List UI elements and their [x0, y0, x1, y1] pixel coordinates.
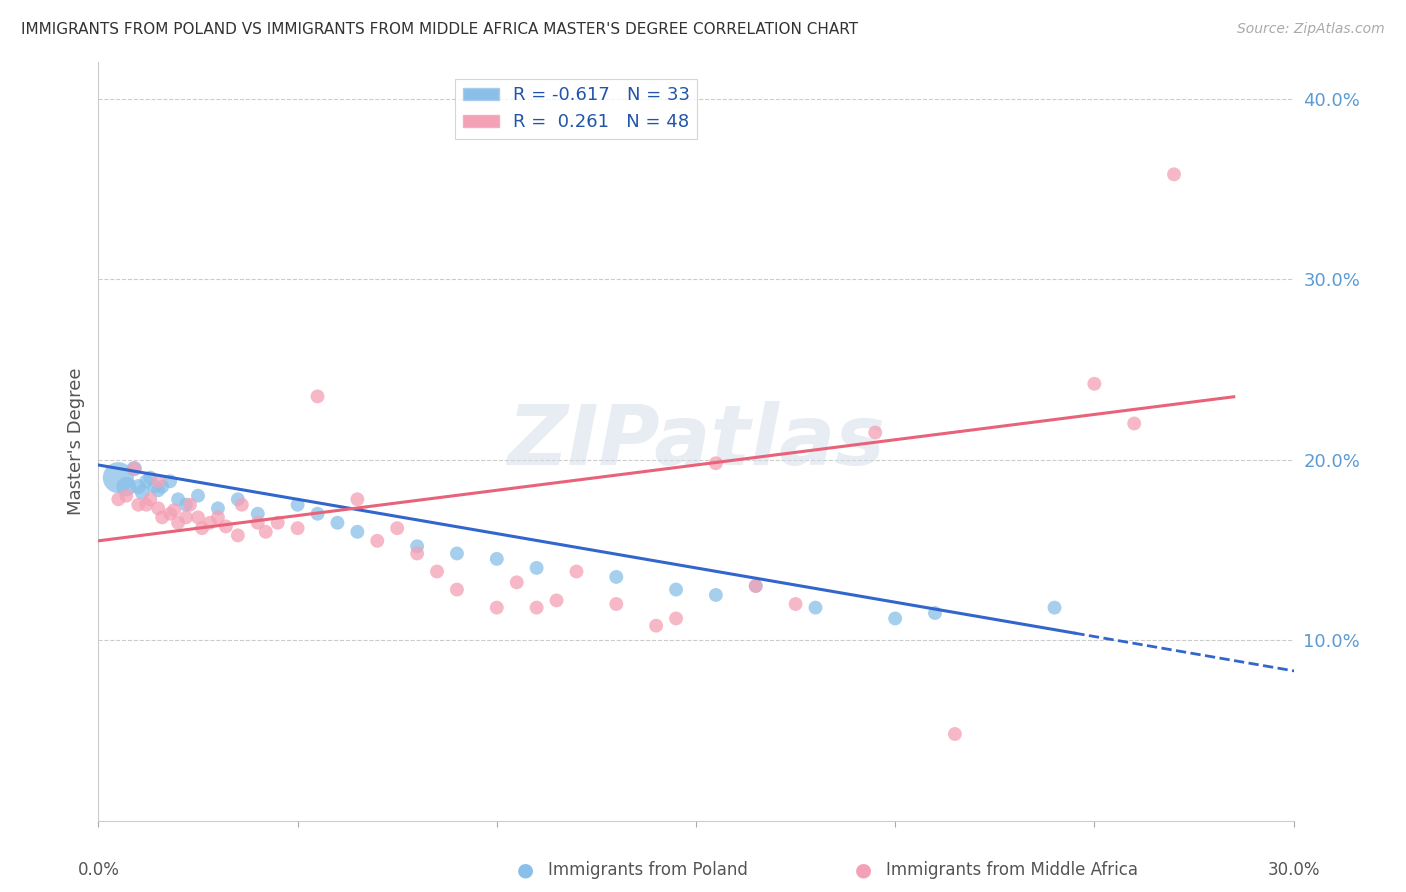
Point — [124, 461, 146, 475]
Point — [485, 600, 508, 615]
Point — [226, 528, 249, 542]
Point — [485, 552, 508, 566]
Point — [943, 727, 966, 741]
Point — [207, 510, 229, 524]
Point — [446, 546, 468, 560]
Point — [446, 582, 468, 597]
Point — [135, 475, 157, 489]
Point — [565, 565, 588, 579]
Point — [107, 492, 129, 507]
Point — [167, 492, 190, 507]
Point — [645, 618, 668, 632]
Point — [526, 561, 548, 575]
Point — [406, 546, 429, 560]
Point — [174, 498, 197, 512]
Point — [804, 600, 827, 615]
Text: Source: ZipAtlas.com: Source: ZipAtlas.com — [1237, 22, 1385, 37]
Point — [150, 510, 173, 524]
Text: 0.0%: 0.0% — [77, 861, 120, 879]
Text: Immigrants from Middle Africa: Immigrants from Middle Africa — [886, 861, 1137, 879]
Point — [307, 389, 329, 403]
Point — [187, 489, 209, 503]
Point — [231, 498, 253, 512]
Text: ●: ● — [517, 860, 534, 880]
Point — [924, 606, 946, 620]
Text: Immigrants from Poland: Immigrants from Poland — [548, 861, 748, 879]
Point — [254, 524, 277, 539]
Point — [246, 516, 269, 530]
Point — [884, 611, 907, 625]
Point — [135, 498, 157, 512]
Point — [143, 480, 166, 494]
Point — [745, 579, 768, 593]
Point — [526, 600, 548, 615]
Y-axis label: Master's Degree: Master's Degree — [66, 368, 84, 516]
Point — [115, 480, 138, 494]
Point — [107, 470, 129, 484]
Point — [267, 516, 290, 530]
Point — [179, 498, 201, 512]
Point — [148, 483, 170, 498]
Point — [187, 510, 209, 524]
Point — [546, 593, 568, 607]
Legend: R = -0.617   N = 33, R =  0.261   N = 48: R = -0.617 N = 33, R = 0.261 N = 48 — [456, 79, 697, 138]
Point — [1043, 600, 1066, 615]
Point — [207, 501, 229, 516]
Point — [287, 521, 309, 535]
Point — [605, 597, 627, 611]
Point — [385, 521, 409, 535]
Point — [605, 570, 627, 584]
Point — [326, 516, 349, 530]
Point — [131, 485, 153, 500]
Text: ●: ● — [855, 860, 872, 880]
Point — [139, 470, 162, 484]
Point — [865, 425, 887, 440]
Text: ZIPatlas: ZIPatlas — [508, 401, 884, 482]
Point — [366, 533, 388, 548]
Point — [167, 516, 190, 530]
Point — [665, 582, 688, 597]
Text: 30.0%: 30.0% — [1267, 861, 1320, 879]
Point — [163, 503, 186, 517]
Point — [704, 588, 727, 602]
Point — [307, 507, 329, 521]
Point — [150, 480, 173, 494]
Point — [246, 507, 269, 521]
Point — [139, 492, 162, 507]
Point — [1123, 417, 1146, 431]
Point — [1083, 376, 1105, 391]
Point — [346, 492, 368, 507]
Point — [127, 480, 149, 494]
Point — [346, 524, 368, 539]
Point — [226, 492, 249, 507]
Point — [174, 510, 197, 524]
Point — [426, 565, 449, 579]
Point — [198, 516, 221, 530]
Point — [665, 611, 688, 625]
Point — [785, 597, 807, 611]
Point — [191, 521, 214, 535]
Point — [148, 475, 170, 489]
Point — [287, 498, 309, 512]
Point — [159, 507, 181, 521]
Point — [215, 519, 238, 533]
Point — [704, 456, 727, 470]
Point — [115, 489, 138, 503]
Text: IMMIGRANTS FROM POLAND VS IMMIGRANTS FROM MIDDLE AFRICA MASTER'S DEGREE CORRELAT: IMMIGRANTS FROM POLAND VS IMMIGRANTS FRO… — [21, 22, 858, 37]
Point — [127, 498, 149, 512]
Point — [406, 539, 429, 553]
Point — [148, 501, 170, 516]
Point — [124, 461, 146, 475]
Point — [159, 475, 181, 489]
Point — [506, 575, 529, 590]
Point — [1163, 167, 1185, 181]
Point — [745, 579, 768, 593]
